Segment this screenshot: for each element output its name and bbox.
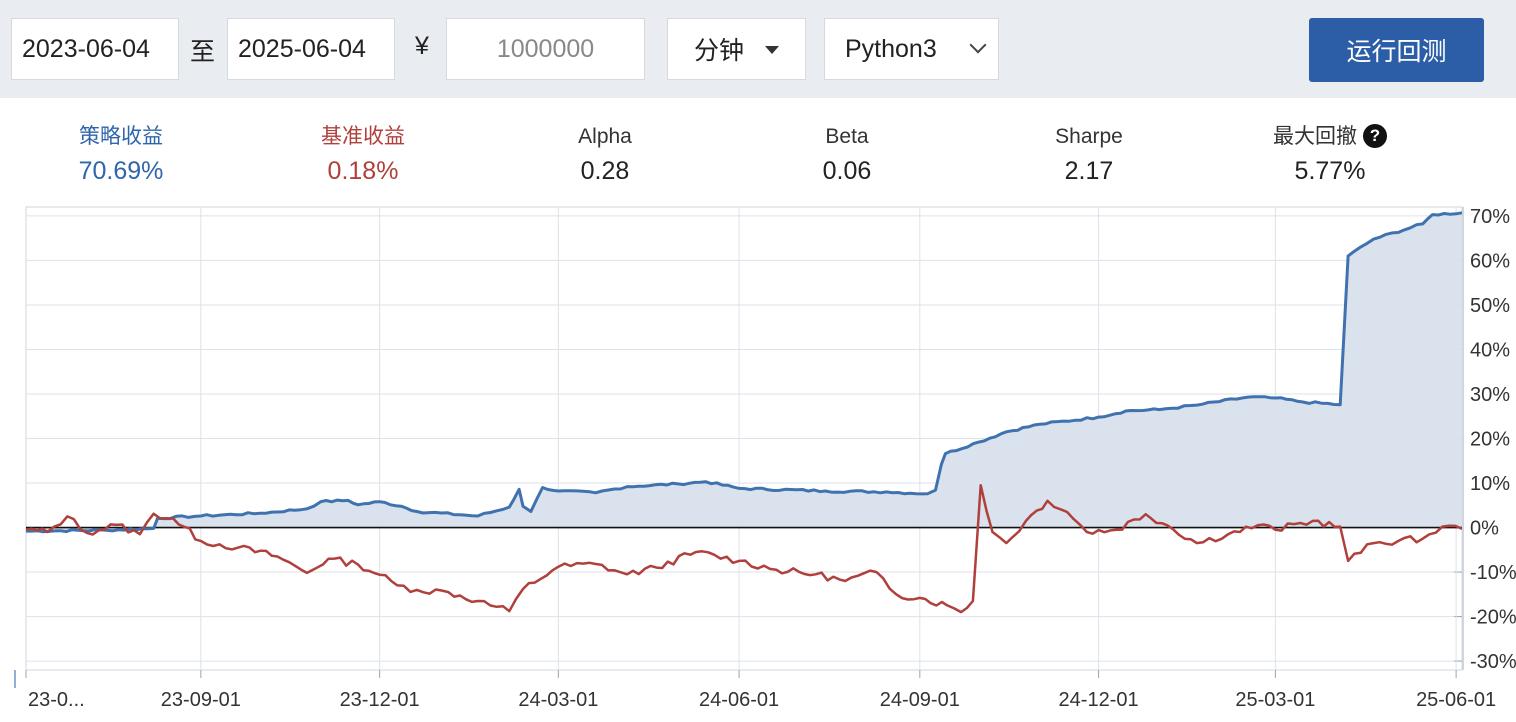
x-tick-label: 23-12-01 (340, 689, 420, 711)
currency-symbol: ¥ (415, 32, 429, 60)
stat-label: 策略收益 (79, 125, 163, 148)
y-tick-label: -30% (1470, 651, 1516, 673)
stat-label: 基准收益 (321, 125, 405, 148)
stat-label-row: 最大回撤? (1230, 122, 1430, 152)
y-tick-label: 30% (1470, 384, 1510, 406)
y-tick-label: 40% (1470, 339, 1510, 361)
toolbar: 2023-06-04 至 2025-06-04 ¥ 1000000 分钟 Pyt… (0, 0, 1516, 98)
stat-value: 5.77% (1294, 157, 1366, 185)
frequency-value: 分钟 (694, 37, 745, 65)
x-tick-label: 25-06-01 (1416, 689, 1496, 711)
stat-alpha: Alpha 0.28 (505, 122, 705, 188)
stat-value: 0.18% (327, 157, 399, 185)
y-tick-label: 20% (1470, 429, 1510, 451)
x-tick-label: 24-12-01 (1059, 689, 1139, 711)
start-date-input[interactable]: 2023-06-04 (11, 18, 179, 80)
stat-max-drawdown: 最大回撤? 5.77% (1230, 122, 1430, 188)
x-tick-label: 23-0... (28, 689, 85, 711)
y-tick-label: 50% (1470, 295, 1510, 317)
stat-value: 70.69% (78, 157, 164, 185)
stat-beta: Beta 0.06 (747, 122, 947, 188)
caret-down-icon (765, 46, 779, 54)
run-backtest-button[interactable]: 运行回测 (1309, 18, 1484, 82)
language-value: Python3 (845, 34, 937, 63)
benchmark-return-line (25, 483, 1463, 614)
stat-label: Beta (825, 125, 869, 148)
capital-input[interactable]: 1000000 (446, 18, 645, 80)
returns-chart: 70% 60% 50% 40% 30% 20% 10% 0% -10% -20% -30% 23-0.… (14, 206, 1516, 711)
y-tick-label: 0% (1470, 518, 1499, 540)
stat-label: 最大回撤 (1273, 125, 1357, 148)
question-circle-icon[interactable]: ? (1363, 124, 1387, 148)
y-tick-label: -10% (1470, 562, 1516, 584)
y-tick-label: -20% (1470, 607, 1516, 629)
stat-label: Alpha (578, 125, 632, 148)
end-date-input[interactable]: 2025-06-04 (227, 18, 395, 80)
stat-value: 0.06 (822, 157, 872, 185)
stat-benchmark-return: 基准收益 0.18% (263, 122, 463, 188)
x-tick-label: 24-06-01 (699, 689, 779, 711)
stat-sharpe: Sharpe 2.17 (989, 122, 1189, 188)
stat-label: Sharpe (1055, 125, 1123, 148)
y-tick-label: 10% (1470, 473, 1510, 495)
x-tick-label: 24-09-01 (880, 689, 960, 711)
x-tick-label: 23-09-01 (161, 689, 241, 711)
stat-value: 0.28 (580, 157, 630, 185)
date-separator: 至 (190, 38, 216, 66)
stat-value: 2.17 (1064, 157, 1114, 185)
y-tick-label: 70% (1470, 206, 1510, 228)
y-tick-label: 60% (1470, 250, 1510, 272)
stat-strategy-return: 策略收益 70.69% (21, 122, 221, 188)
strategy-area (26, 212, 1462, 532)
frequency-select[interactable]: 分钟 (667, 18, 806, 80)
x-tick-label: 24-03-01 (518, 689, 598, 711)
x-tick-label: 25-03-01 (1235, 689, 1315, 711)
chevron-down-icon (969, 36, 987, 54)
language-select[interactable]: Python3 (824, 18, 999, 80)
strategy-return-line (26, 211, 1463, 534)
